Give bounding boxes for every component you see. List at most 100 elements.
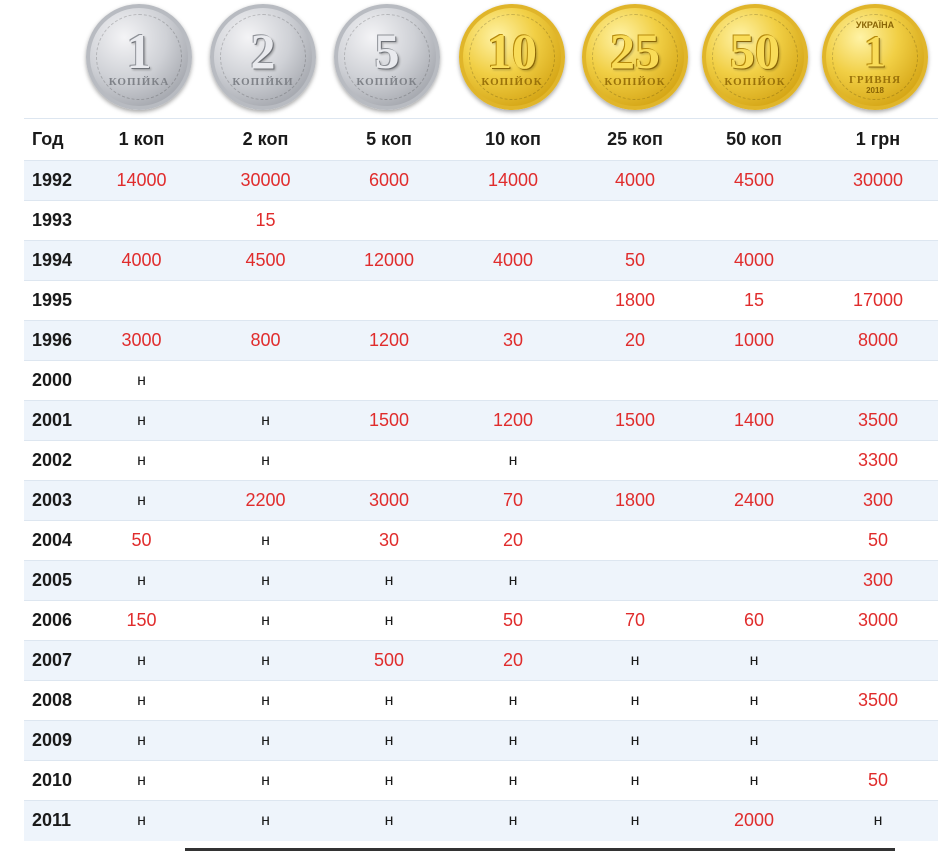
mintage-cell	[199, 280, 332, 321]
mintage-cell	[690, 560, 818, 601]
mintage-cell: 30000	[818, 160, 938, 201]
mintage-cell	[84, 280, 199, 321]
mintage-cell: 14000	[446, 160, 580, 201]
mintage-cell	[818, 360, 938, 401]
mintage-cell: 50	[84, 520, 199, 561]
mintage-cell: н	[690, 640, 818, 681]
table-row: 1995 1800 15 17000	[24, 280, 938, 321]
mintage-cell: н	[199, 440, 332, 481]
coin-rim	[832, 14, 918, 100]
mintage-cell	[332, 280, 446, 321]
mintage-cell: 150	[84, 600, 199, 641]
mintage-cell: н	[332, 720, 446, 761]
mintage-cell	[446, 360, 580, 401]
mintage-cell: н	[690, 720, 818, 761]
coin-rim	[96, 14, 182, 100]
scrollbar-track[interactable]	[185, 848, 895, 851]
mintage-cell: 1200	[332, 320, 446, 361]
year-cell: 2010	[24, 760, 84, 801]
table-row: 1993 15	[24, 200, 938, 241]
table-header: Год 1 коп 2 коп 5 коп 10 коп 25 коп 50 к…	[24, 118, 938, 161]
year-cell: 2011	[24, 800, 84, 841]
mintage-cell: н	[84, 400, 199, 441]
mintage-cell: 4000	[84, 240, 199, 281]
mintage-cell: н	[446, 760, 580, 801]
mintage-cell: 1200	[446, 400, 580, 441]
year-cell: 2009	[24, 720, 84, 761]
mintage-cell: 2200	[199, 480, 332, 521]
mintage-cell	[580, 440, 690, 481]
mintage-cell: 50	[818, 520, 938, 561]
mintage-cell: 4000	[446, 240, 580, 281]
table-row: 2010 н н н н н н 50	[24, 760, 938, 801]
mintage-cell	[818, 240, 938, 281]
mintage-cell: н	[818, 800, 938, 841]
coin-mintage-table: Год 1 коп 2 коп 5 коп 10 коп 25 коп 50 к…	[24, 118, 938, 841]
mintage-cell	[690, 360, 818, 401]
table-row: 2008 н н н н н н 3500	[24, 680, 938, 721]
mintage-cell	[446, 280, 580, 321]
mintage-cell: 70	[580, 600, 690, 641]
coin-image: 1 КОПІЙКА	[86, 4, 192, 110]
table-body: 1992 14000 30000 6000 14000 4000 4500 30000 1993…	[24, 160, 938, 841]
coin-unit: ГРИВНЯ	[848, 73, 902, 86]
mintage-cell: 60	[690, 600, 818, 641]
mintage-cell: н	[690, 760, 818, 801]
mintage-cell: 3000	[818, 600, 938, 641]
mintage-cell: н	[84, 760, 199, 801]
mintage-cell: 20	[580, 320, 690, 361]
mintage-cell: 50	[818, 760, 938, 801]
coin-image: 2 КОПІЙКИ	[210, 4, 316, 110]
year-cell: 1992	[24, 160, 84, 201]
mintage-cell: 15	[690, 280, 818, 321]
year-cell: 2004	[24, 520, 84, 561]
coin-denomination: 2	[250, 23, 276, 79]
coin-denomination: 5	[374, 23, 400, 79]
coin-country: УКРАЇНА	[855, 19, 895, 30]
mintage-cell: н	[84, 560, 199, 601]
coin-denomination: 1	[864, 26, 886, 76]
mintage-cell: 1800	[580, 280, 690, 321]
mintage-cell	[690, 440, 818, 481]
mintage-cell: н	[332, 560, 446, 601]
coin-unit: КОПІЙОК	[356, 76, 418, 88]
mintage-cell: н	[446, 720, 580, 761]
mintage-cell: 800	[199, 320, 332, 361]
mintage-cell: н	[84, 480, 199, 521]
mintage-cell: 4000	[690, 240, 818, 281]
mintage-cell	[84, 200, 199, 241]
coin-unit: КОПІЙКИ	[232, 76, 294, 88]
mintage-cell: н	[84, 640, 199, 681]
table-row: 1992 14000 30000 6000 14000 4000 4500 30000	[24, 160, 938, 201]
coin-denomination: 10	[487, 23, 537, 79]
mintage-cell: н	[199, 760, 332, 801]
year-cell: 2000	[24, 360, 84, 401]
header-year: Год	[24, 118, 84, 161]
table-row: 2009 н н н н н н	[24, 720, 938, 761]
mintage-cell	[690, 200, 818, 241]
mintage-cell: 1400	[690, 400, 818, 441]
mintage-cell: н	[446, 800, 580, 841]
mintage-cell: 3000	[84, 320, 199, 361]
mintage-cell: н	[199, 640, 332, 681]
mintage-cell: 30000	[199, 160, 332, 201]
coin-unit: КОПІЙКА	[108, 76, 170, 88]
table-row: 2004 50 н 30 20 50	[24, 520, 938, 561]
coin-images-row: 1 КОПІЙКА 2 КОПІЙКИ 5 КОПІЙОК 10 КОПІЙОК 25 КОПІЙ…	[80, 0, 950, 118]
mintage-cell: н	[84, 680, 199, 721]
mintage-cell: н	[580, 760, 690, 801]
year-cell: 2007	[24, 640, 84, 681]
mintage-cell: 20	[446, 520, 580, 561]
mintage-cell: н	[84, 440, 199, 481]
mintage-cell: 4500	[199, 240, 332, 281]
mintage-cell: 30	[332, 520, 446, 561]
mintage-cell: н	[199, 800, 332, 841]
mintage-cell	[446, 200, 580, 241]
mintage-cell: 30	[446, 320, 580, 361]
coin-unit: КОПІЙОК	[604, 76, 666, 88]
mintage-cell: 12000	[332, 240, 446, 281]
mintage-cell: 6000	[332, 160, 446, 201]
table-row: 1996 3000 800 1200 30 20 1000 8000	[24, 320, 938, 361]
mintage-cell	[580, 560, 690, 601]
mintage-cell: н	[199, 680, 332, 721]
